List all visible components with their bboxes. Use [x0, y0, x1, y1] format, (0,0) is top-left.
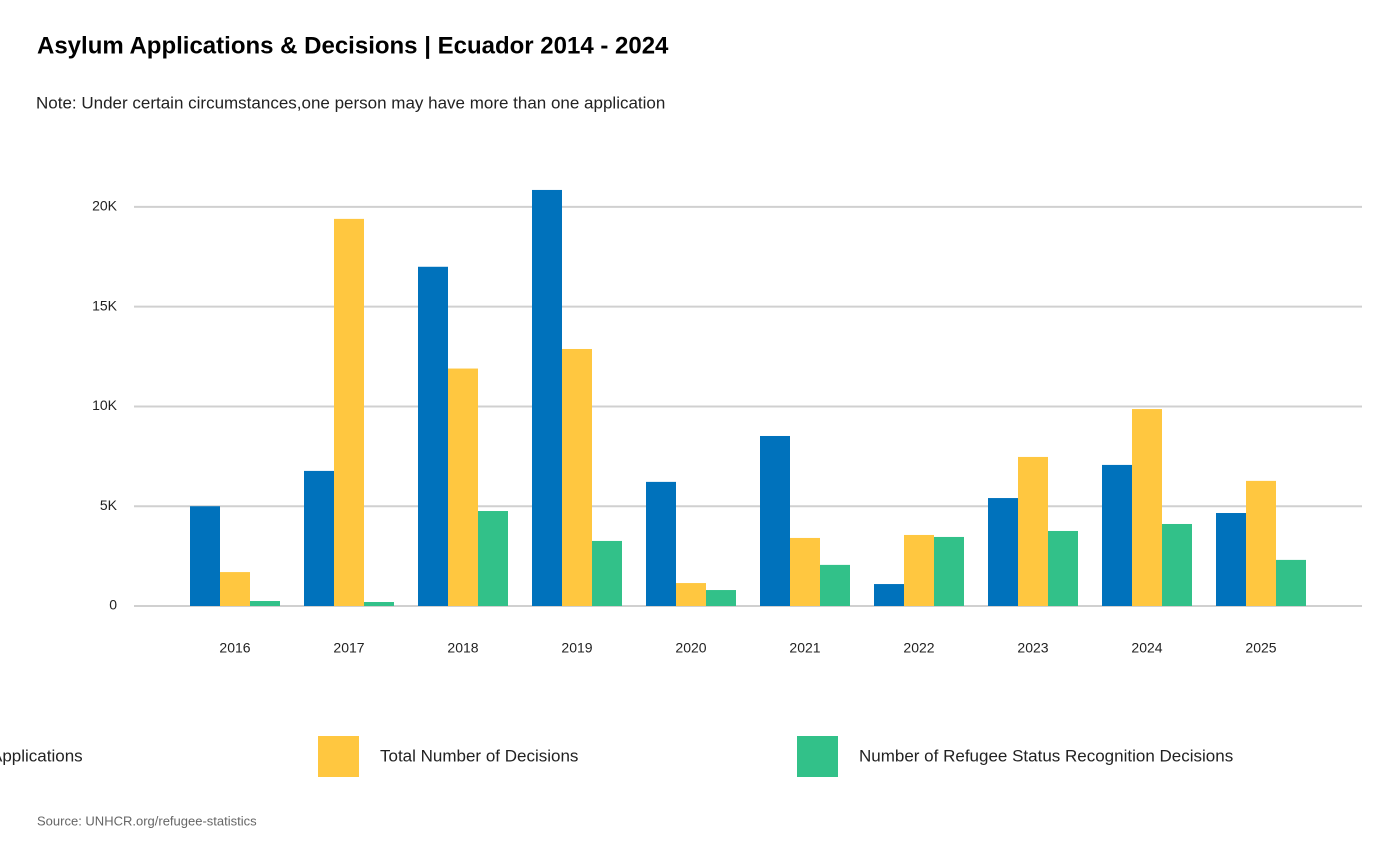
bar — [250, 601, 280, 606]
legend-label: Applications — [0, 746, 83, 765]
bar — [562, 348, 592, 606]
bar — [1216, 513, 1246, 606]
x-tick-label: 2016 — [219, 640, 250, 656]
bar — [646, 481, 676, 606]
bar — [1246, 480, 1276, 606]
bar — [190, 506, 220, 606]
bar — [418, 266, 448, 606]
legend-label: Total Number of Decisions — [380, 746, 578, 765]
x-tick-label: 2021 — [789, 640, 820, 656]
chart-subtitle: Note: Under certain circumstances,one pe… — [36, 93, 665, 112]
x-tick-label: 2022 — [903, 640, 934, 656]
bar — [592, 540, 622, 606]
bar — [760, 435, 790, 606]
bar — [1132, 409, 1162, 606]
bar — [676, 583, 706, 606]
bar — [988, 498, 1018, 606]
y-tick-label: 5K — [100, 497, 118, 513]
x-tick-label: 2020 — [675, 640, 706, 656]
x-tick-label: 2023 — [1017, 640, 1048, 656]
bar — [220, 572, 250, 606]
bar — [1162, 523, 1192, 606]
bar — [304, 470, 334, 606]
bar — [820, 564, 850, 606]
legend-swatch — [318, 736, 359, 777]
bar — [478, 511, 508, 606]
y-tick-label: 15K — [92, 297, 118, 313]
legend-swatch — [797, 736, 838, 777]
bar — [448, 368, 478, 606]
chart-title: Asylum Applications & Decisions | Ecuado… — [37, 32, 669, 59]
bar — [532, 189, 562, 606]
legend-label: Number of Refugee Status Recognition Dec… — [859, 746, 1233, 765]
source: Source: UNHCR.org/refugee-statistics — [37, 813, 257, 828]
bar — [334, 218, 364, 606]
bar — [1018, 456, 1048, 606]
y-tick-label: 10K — [92, 397, 118, 413]
x-tick-label: 2019 — [561, 640, 592, 656]
bar — [364, 602, 394, 606]
y-tick-label: 0 — [109, 597, 117, 613]
bar — [1102, 464, 1132, 606]
bar — [706, 590, 736, 606]
bar — [790, 537, 820, 606]
bar — [874, 584, 904, 606]
x-tick-label: 2025 — [1245, 640, 1276, 656]
y-tick-label: 20K — [92, 198, 118, 214]
bar — [1048, 530, 1078, 606]
x-tick-label: 2024 — [1131, 640, 1162, 656]
x-tick-label: 2018 — [447, 640, 478, 656]
bar — [1276, 559, 1306, 606]
x-tick-label: 2017 — [333, 640, 364, 656]
bar — [934, 536, 964, 606]
bar — [904, 534, 934, 606]
